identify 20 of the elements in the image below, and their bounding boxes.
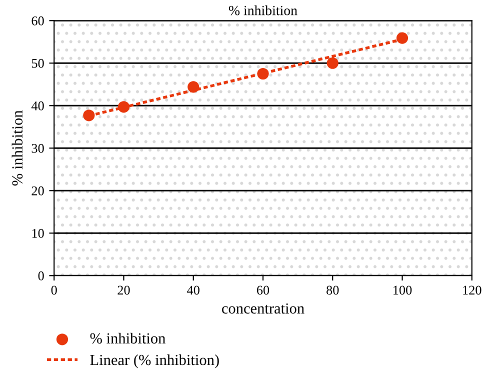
legend-label: % inhibition [90,332,166,344]
y-tick-label: 0 [38,271,44,280]
x-axis-title: concentration [222,303,304,314]
x-tick-label: 60 [256,286,270,295]
y-tick-label: 10 [32,228,44,238]
y-tick-label: 20 [32,186,44,196]
y-axis-title: % inhibition [12,110,23,186]
point [326,57,338,69]
legend-label: Linear (% inhibition) [90,354,219,368]
x-tick-label: 40 [187,286,200,295]
x-tick-label: 120 [463,286,482,295]
x-tick-label: 20 [118,286,130,295]
y-tick-label: 30 [32,144,44,153]
y-tick-label: 60 [32,16,44,26]
chart-title: % inhibition [228,5,298,16]
y-tick-label: 50 [32,58,44,68]
x-tick-label: 0 [51,286,57,295]
y-tick-label: 40 [31,101,44,110]
x-tick-label: 100 [394,286,412,295]
x-tick-label: 80 [326,286,339,295]
